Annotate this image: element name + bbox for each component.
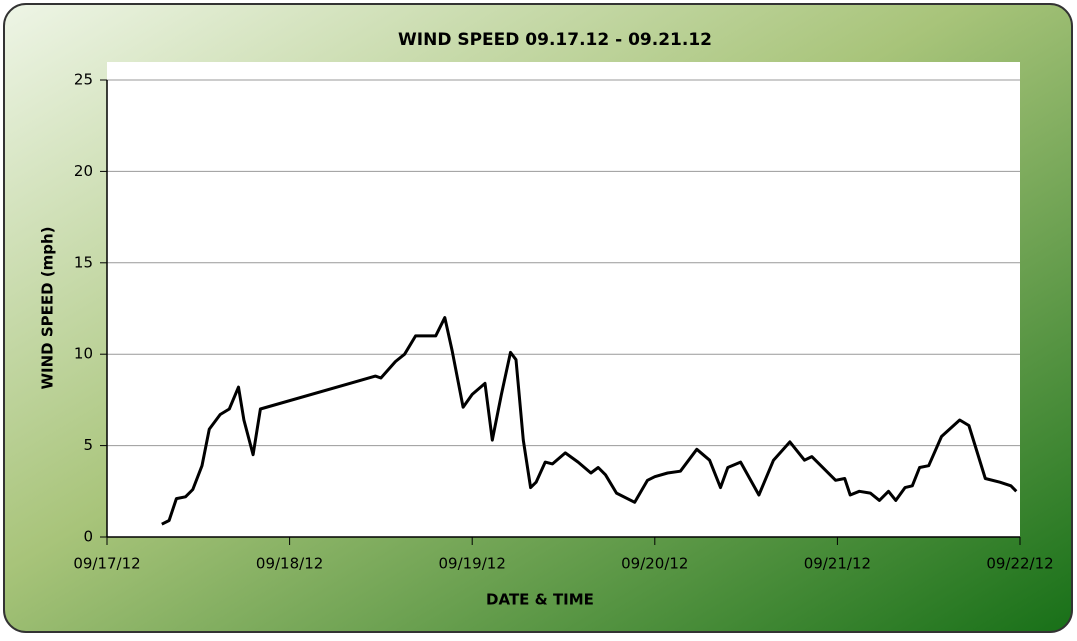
x-tick-label: 09/22/12 (986, 555, 1053, 573)
plot-area (107, 62, 1020, 537)
x-tick-label: 09/19/12 (439, 555, 506, 573)
y-axis-label: WIND SPEED (mph) (39, 226, 57, 389)
x-tick-label: 09/21/12 (804, 555, 871, 573)
chart-title: WIND SPEED 09.17.12 - 09.21.12 (398, 30, 712, 50)
x-tick-label: 09/20/12 (621, 555, 688, 573)
data-line (161, 316, 1018, 526)
x-axis-label: DATE & TIME (486, 591, 594, 609)
x-tick-label: 09/18/12 (256, 555, 323, 573)
y-tick-label: 0 (83, 528, 93, 546)
y-tick-label: 5 (83, 436, 93, 454)
x-tick-label: 09/17/12 (73, 555, 140, 573)
y-tick-label: 20 (74, 162, 93, 180)
y-tick-label: 10 (74, 345, 93, 363)
y-tick-label: 25 (74, 71, 93, 89)
y-tick-label: 15 (74, 253, 93, 271)
